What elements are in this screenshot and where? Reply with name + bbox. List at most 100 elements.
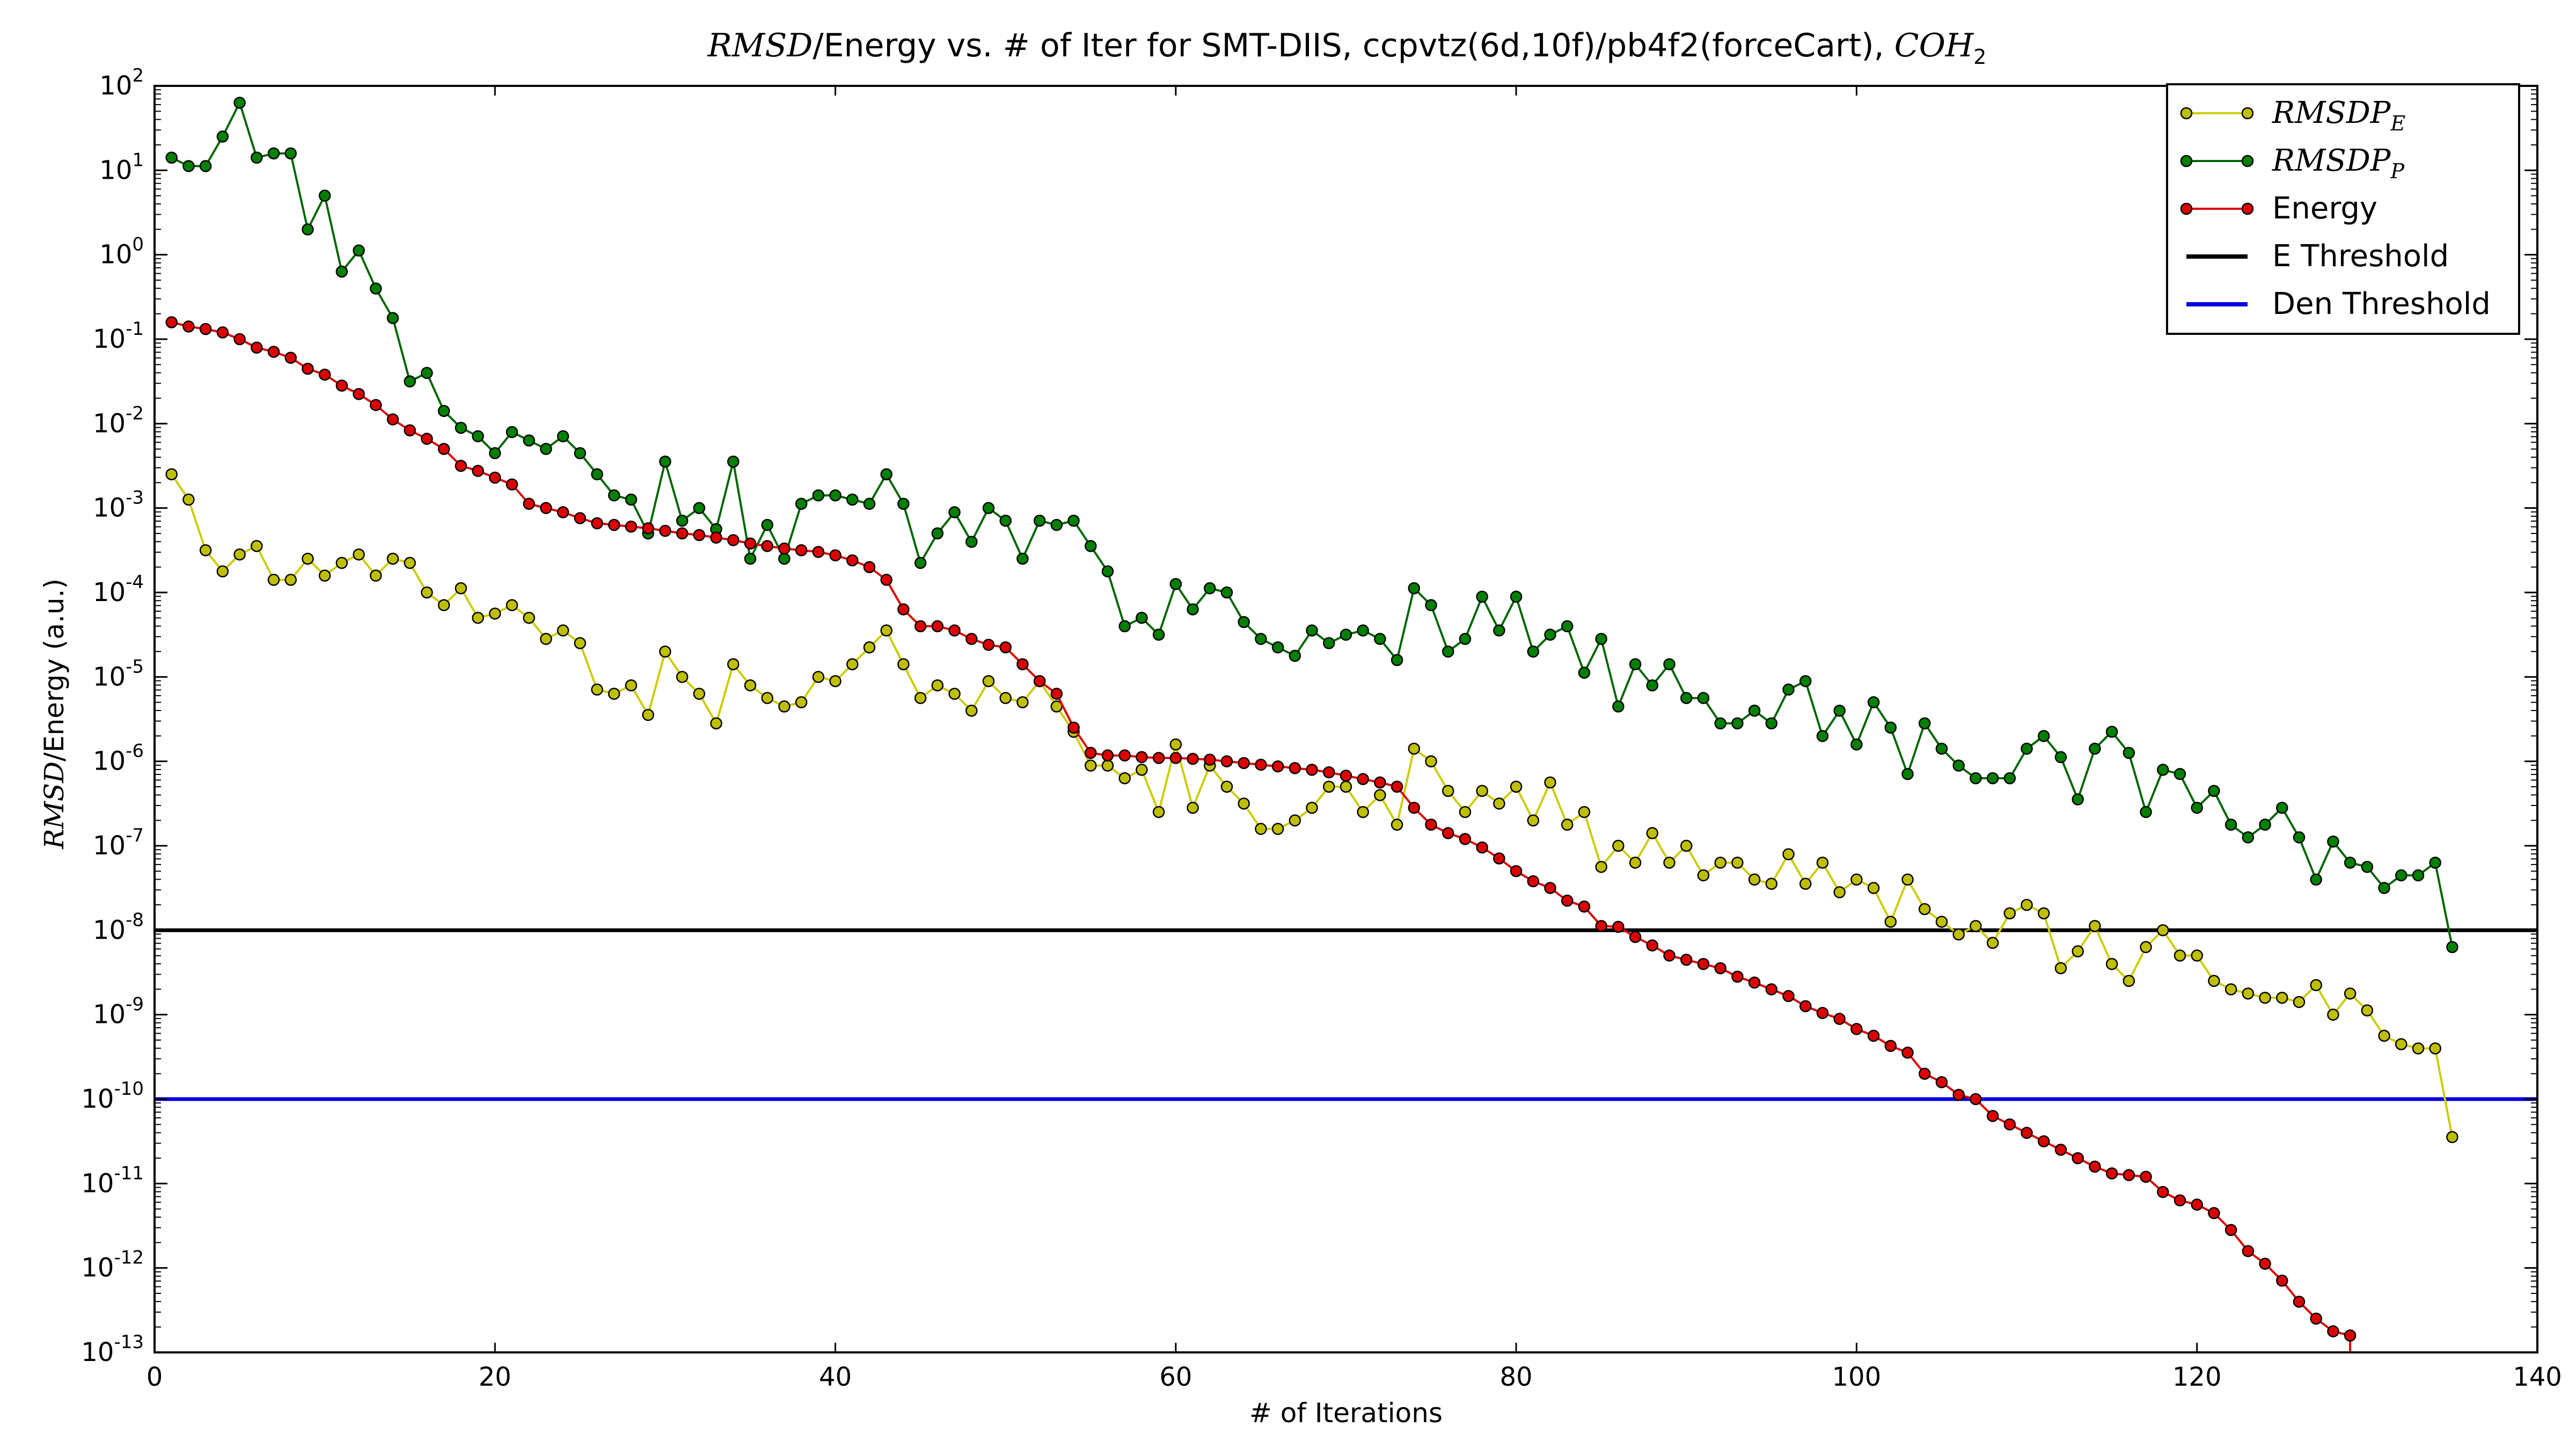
series-0-point <box>1425 755 1437 767</box>
series-2-point <box>2105 1167 2118 1180</box>
series-1-point <box>2123 747 2135 759</box>
series-2-point <box>982 639 995 651</box>
series-2-point <box>523 497 535 510</box>
series-1-point <box>386 312 399 324</box>
series-0-point <box>1255 823 1267 835</box>
series-1-point <box>1867 696 1880 708</box>
legend-label-subscript: P <box>2390 159 2405 183</box>
series-1-point <box>2038 730 2050 742</box>
series-0-point <box>1663 857 1675 869</box>
series-2-point <box>1561 895 1574 907</box>
series-2-point <box>1714 962 1726 975</box>
series-2-point <box>710 531 722 544</box>
legend-swatch-marker <box>2241 107 2254 120</box>
series-0-point <box>437 599 450 611</box>
series-2-point <box>1118 749 1131 762</box>
series-1-point <box>1935 742 1948 755</box>
series-2-point <box>2174 1194 2186 1207</box>
series-1-point <box>999 515 1012 527</box>
series-1-point <box>2021 742 2033 755</box>
series-1-point <box>421 367 433 379</box>
chart-title-suffix-subscript: 2 <box>1973 45 1986 69</box>
series-1-point <box>1970 772 1982 785</box>
chart-title-text: /Energy vs. # of Iter for SMT-DIIS, ccpv… <box>813 27 1894 64</box>
legend-label: E Threshold <box>2272 239 2449 274</box>
series-0-point <box>1646 827 1659 839</box>
legend-label: RMSDPE <box>2272 96 2405 135</box>
series-1-point <box>182 160 195 172</box>
series-0-point <box>1408 742 1421 755</box>
series-2-point <box>1374 776 1386 789</box>
series-2-point <box>1595 920 1607 932</box>
series-2-point <box>1493 852 1505 865</box>
series-2-point <box>302 362 314 375</box>
series-2-point <box>1544 882 1556 894</box>
y-axis-label-prefix: RMSD <box>39 762 70 850</box>
y-tick-label: 102 <box>99 65 144 101</box>
series-0-point <box>1986 936 1999 949</box>
x-tick-label: 80 <box>1500 1362 1533 1392</box>
series-1-point <box>540 443 552 455</box>
series-2-point <box>199 323 212 335</box>
y-tick-label-exponent: -2 <box>126 402 144 424</box>
series-0-point <box>1459 806 1472 818</box>
series-2-point <box>642 522 654 535</box>
series-0-point <box>1884 916 1897 928</box>
y-axis-label: RMSD/Energy (a.u.) <box>39 579 70 850</box>
legend-entry: Energy <box>2180 191 2377 226</box>
y-tick-label-exponent: -10 <box>114 1078 144 1100</box>
series-2-point <box>1101 749 1114 762</box>
series-2-point <box>182 320 195 333</box>
series-1-point <box>1204 582 1216 595</box>
series-0-point <box>829 675 841 687</box>
series-0-point <box>1799 877 1812 890</box>
series-0-point <box>999 692 1012 704</box>
y-tick-label-base: 10 <box>93 831 126 861</box>
series-1-point <box>1919 717 1931 730</box>
series-0-point <box>1374 789 1386 801</box>
series-2-point <box>1238 757 1250 770</box>
series-0-point <box>880 624 892 637</box>
legend-swatch-marker <box>2180 202 2193 215</box>
series-1-point <box>914 557 927 569</box>
series-0-point <box>386 552 399 565</box>
series-1-point <box>2310 873 2322 886</box>
series-1-point <box>2054 751 2067 764</box>
series-0-point <box>1970 920 1982 932</box>
series-2-point <box>1919 1067 1931 1080</box>
y-tick-label-base: 10 <box>93 408 126 438</box>
series-1-point <box>1527 645 1540 658</box>
series-2-point <box>1340 770 1352 782</box>
legend-label: RMSDPP <box>2272 143 2405 183</box>
series-1-point <box>370 282 382 295</box>
x-tick-label: 20 <box>479 1362 511 1392</box>
chart-title-suffix: COH <box>1894 27 1974 64</box>
y-tick-label-base: 10 <box>81 1168 114 1198</box>
series-1-point <box>1306 624 1318 637</box>
series-0-point <box>1578 806 1591 818</box>
series-1-point <box>2003 772 2016 785</box>
series-0-point <box>1510 780 1523 793</box>
y-tick-label-exponent: -5 <box>126 656 144 677</box>
legend-entry: Den Threshold <box>2186 287 2491 321</box>
series-2-point <box>1016 658 1029 670</box>
series-0-point <box>2446 1131 2458 1144</box>
series-1-point <box>1595 633 1607 645</box>
series-2-point <box>1884 1040 1897 1052</box>
series-1-point <box>2140 806 2152 818</box>
series-1-point <box>1493 624 1505 637</box>
series-1-point <box>2208 785 2220 797</box>
series-0-point <box>2378 1029 2390 1042</box>
series-0-point <box>2361 1004 2374 1017</box>
series-2-point <box>1323 766 1335 779</box>
series-1 <box>165 97 2458 954</box>
series-0-point <box>165 468 178 480</box>
series-0-point <box>1442 785 1454 797</box>
series-2-point <box>1050 687 1063 700</box>
y-tick-label-exponent: -11 <box>114 1162 144 1184</box>
series-1-point <box>574 447 587 459</box>
series-0-point <box>2021 898 2033 911</box>
series-0-point <box>1629 857 1642 869</box>
series-2-point <box>506 478 518 491</box>
series-0-point <box>1697 869 1710 882</box>
